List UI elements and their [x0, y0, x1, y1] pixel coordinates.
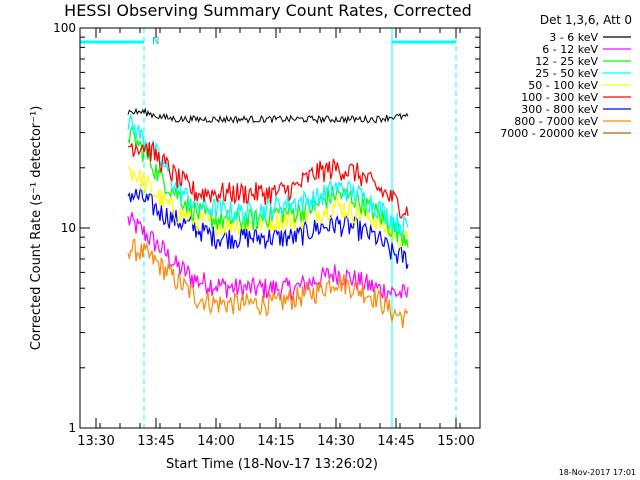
- x-tick-label: 13:30: [77, 434, 114, 449]
- plot-frame: [79, 27, 481, 429]
- legend-label: 300 - 800 keV: [521, 103, 598, 116]
- series-line-800-7000keV: [127, 238, 409, 329]
- y-tick-label: 10: [61, 221, 76, 235]
- x-axis-label: Start Time (18-Nov-17 13:26:02): [166, 457, 378, 472]
- legend-label: 6 - 12 keV: [542, 43, 598, 56]
- x-tick-label: 14:45: [377, 434, 414, 449]
- series-line-12-25keV: [127, 125, 409, 248]
- series-line-3-6keV: [127, 107, 409, 125]
- legend-label: 7000 - 20000 keV: [500, 127, 598, 140]
- series-line-100-300keV: [127, 141, 409, 219]
- y-tick-label: 100: [53, 21, 76, 35]
- legend-label: 800 - 7000 keV: [514, 115, 598, 128]
- y-tick-label: 1: [68, 421, 76, 435]
- x-tick-label: 13:45: [137, 434, 174, 449]
- legend-label: 100 - 300 keV: [521, 91, 598, 104]
- footer-date: 18-Nov-2017 17:01: [559, 468, 636, 477]
- x-tick-label: 14:30: [317, 434, 354, 449]
- x-tick-label: 14:15: [257, 434, 294, 449]
- x-tick-label: 14:00: [197, 434, 234, 449]
- legend-label: 25 - 50 keV: [535, 67, 598, 80]
- series-line-50-100keV: [127, 165, 409, 249]
- series-line-25-50keV: [127, 114, 409, 237]
- series-line-300-800keV: [127, 185, 409, 270]
- legend-label: 50 - 100 keV: [528, 79, 598, 92]
- chart-title: HESSI Observing Summary Count Rates, Cor…: [64, 1, 472, 20]
- legend-label: 3 - 6 keV: [549, 31, 598, 44]
- legend-header: Det 1,3,6, Att 0: [540, 13, 632, 27]
- y-axis-label: Corrected Count Rate (s⁻¹ detector⁻¹): [29, 106, 44, 351]
- legend-label: 12 - 25 keV: [535, 55, 598, 68]
- axis-layer: 13:30 13:45 14:00 14:15 14:30 14:45 15:00 1 10 10…: [53, 21, 481, 449]
- series-line-6-12keV: [127, 212, 409, 304]
- attenuator-marker: N: [152, 36, 159, 47]
- series-layer: [127, 107, 409, 329]
- x-tick-label: 15:00: [437, 434, 474, 449]
